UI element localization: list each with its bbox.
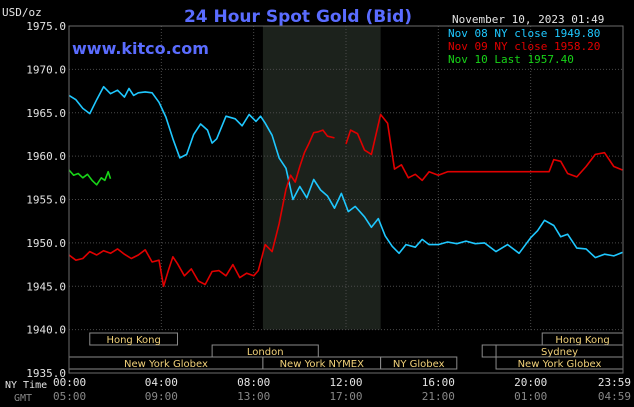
x-tick-label-gmt: 09:00 [145,390,178,403]
gmt-row-label: GMT [14,393,32,404]
plot-frame [68,25,624,374]
x-tick-label-ny: 20:00 [514,376,547,389]
session-label: New York Globex [124,359,208,370]
legend: Nov 08 NY close 1949.80 Nov 09 NY close … [448,27,600,66]
date-label: November 10, 2023 01:49 [452,13,604,26]
x-tick-label-gmt: 05:00 [53,390,86,403]
session-label: New York NYMEX [280,359,365,370]
session-label: Hong Kong [555,335,609,346]
y-tick-label: 1940.0 [26,324,66,337]
x-tick-label-ny: 23:59 [598,376,631,389]
session-label: NY Globex [393,359,445,370]
session-label: Sydney [541,347,578,358]
session-label: Hong Kong [106,335,160,346]
legend-item-nov09: Nov 09 NY close 1958.20 [448,40,600,53]
y-tick-label: 1945.0 [26,280,66,293]
y-tick-label: 1970.0 [26,63,66,76]
y-tick-label: 1960.0 [26,150,66,163]
x-tick-label-gmt: 13:00 [237,390,270,403]
y-tick-label: 1935.0 [26,367,66,380]
watermark-text: www.kitco.com [72,39,209,58]
y-tick-label: 1955.0 [26,194,66,207]
x-tick-label-gmt: 21:00 [422,390,455,403]
y-tick-label: 1950.0 [26,237,66,250]
x-tick-label-ny: 08:00 [237,376,270,389]
x-tick-label-gmt: 17:00 [329,390,362,403]
y-tick-label: 1975.0 [26,20,66,33]
x-tick-label-gmt: 01:00 [514,390,547,403]
y-axis: 1935.0 1940.0 1945.0 1950.0 1955.0 1960.0 1965… [26,20,66,380]
x-tick-label-ny: 04:00 [145,376,178,389]
grid-lines [69,26,623,331]
x-tick-label-ny: 00:00 [53,376,86,389]
chart-title: 24 Hour Spot Gold (Bid) [184,7,412,27]
price-series [68,85,623,288]
y-tick-label: 1965.0 [26,107,66,120]
x-tick-label-gmt: 04:59 [598,390,631,403]
x-tick-label-ny: 12:00 [329,376,362,389]
legend-item-nov08: Nov 08 NY close 1949.80 [448,27,600,40]
session-label: London [247,347,284,358]
session-box [89,332,178,346]
series-line-nov10 [68,169,112,186]
market-sessions: Hong Kong London New York Globex New York N… [68,332,624,370]
series-line-nov08 [68,85,623,259]
y-axis-label: USD/oz [2,6,42,19]
ny-time-row-label: NY Time [5,380,47,391]
nymex-session-band [262,26,381,330]
legend-item-nov10: Nov 10 Last 1957.40 [448,53,574,66]
series-line-nov09 [68,113,623,288]
session-label: New York Globex [518,359,602,370]
x-tick-label-ny: 16:00 [422,376,455,389]
session-box [380,356,458,370]
